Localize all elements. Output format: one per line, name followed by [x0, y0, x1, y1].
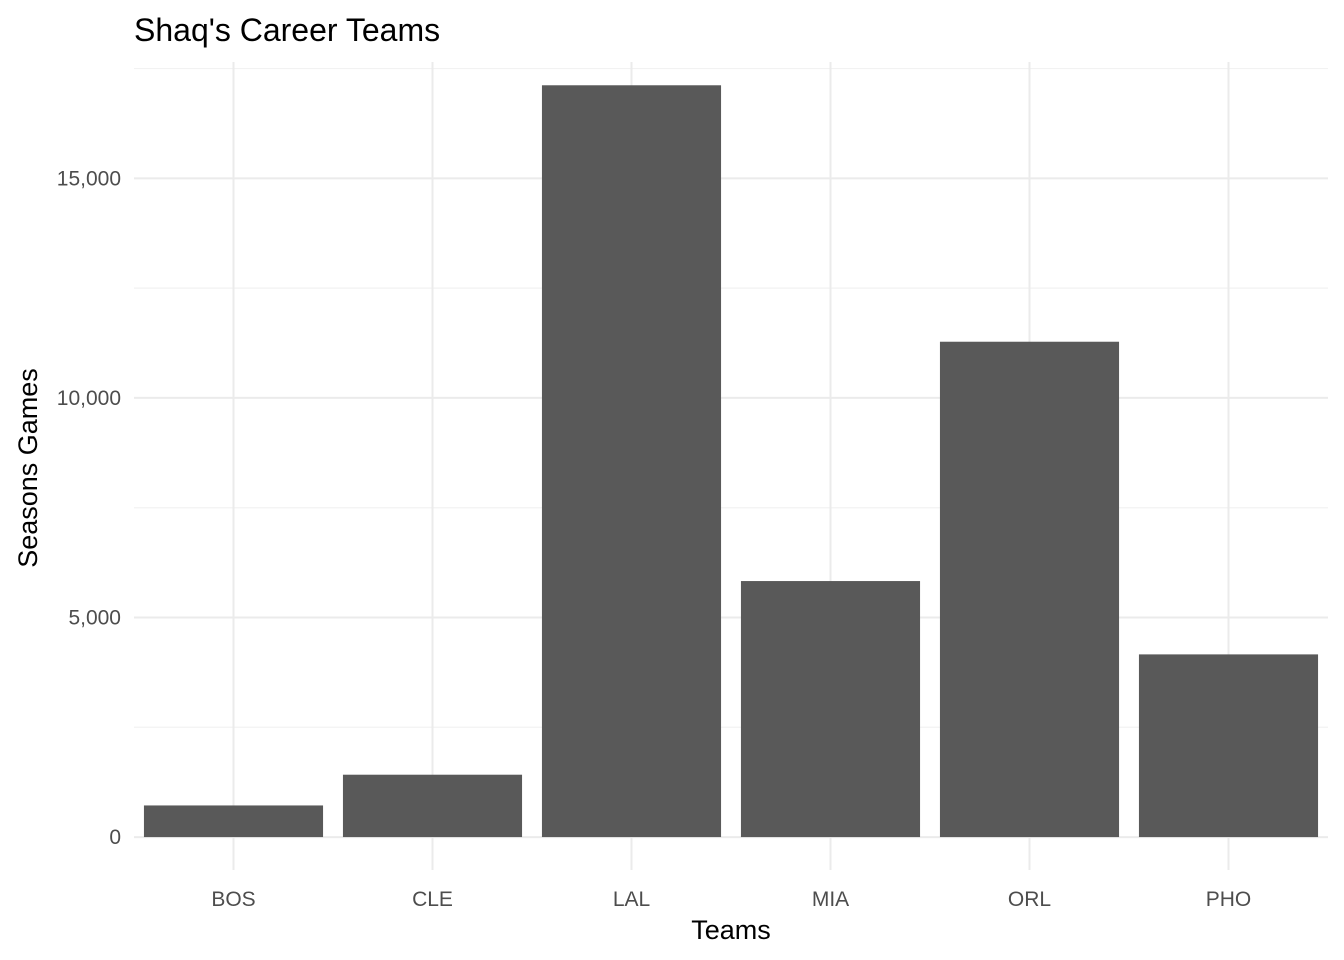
bar-bos	[143, 805, 324, 838]
bar-pho	[1138, 654, 1319, 838]
bar-orl	[939, 341, 1120, 838]
x-tick-label-lal: LAL	[613, 888, 650, 911]
bar-mia	[740, 581, 921, 838]
chart-title: Shaq's Career Teams	[134, 12, 440, 48]
x-tick-label-cle: CLE	[412, 888, 453, 911]
x-tick-label-orl: ORL	[1008, 888, 1051, 911]
x-tick-label-pho: PHO	[1206, 888, 1252, 911]
y-tick-label: 15,000	[57, 167, 121, 190]
x-tick-label-bos: BOS	[211, 888, 255, 911]
x-tick-label-mia: MIA	[812, 888, 849, 911]
plot-area	[134, 62, 1328, 870]
y-tick-label: 10,000	[57, 387, 121, 410]
y-axis: 0 5,000 10,000 15,000	[57, 167, 121, 849]
minor-gridlines	[134, 67, 1328, 728]
y-axis-title: Seasons Games	[13, 368, 43, 568]
y-tick-label: 5,000	[68, 607, 121, 630]
x-axis: BOS CLE LAL MIA ORL PHO	[211, 888, 1251, 911]
bar-cle	[342, 774, 523, 838]
bars	[143, 85, 1319, 838]
x-axis-title: Teams	[691, 915, 771, 945]
y-tick-label: 0	[109, 826, 121, 849]
bar-lal	[541, 85, 722, 838]
